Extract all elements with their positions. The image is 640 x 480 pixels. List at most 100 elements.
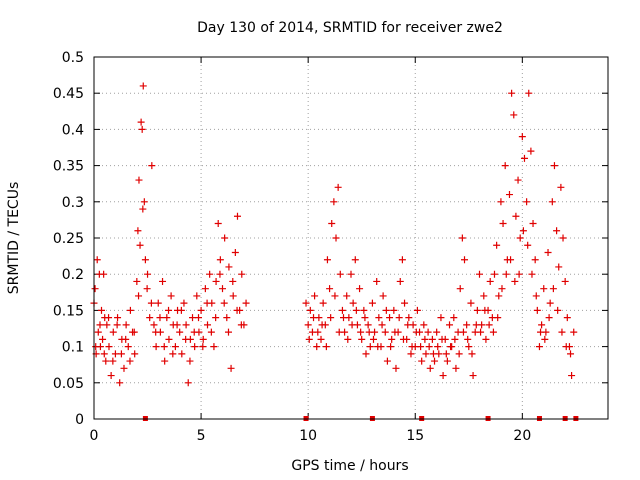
data-point xyxy=(144,270,152,278)
data-point xyxy=(136,241,144,249)
data-point xyxy=(512,212,520,220)
data-point xyxy=(420,321,428,329)
plot-frame xyxy=(93,56,609,420)
data-point xyxy=(519,227,527,235)
data-point xyxy=(532,292,540,300)
data-point xyxy=(514,176,522,184)
y-tick-label: 0.15 xyxy=(53,303,84,319)
data-point xyxy=(546,299,554,307)
data-point xyxy=(210,343,218,351)
data-point xyxy=(184,379,192,387)
data-point xyxy=(159,277,167,285)
data-point xyxy=(165,335,173,343)
data-point xyxy=(180,299,188,307)
data-point xyxy=(352,306,360,314)
data-point xyxy=(195,314,203,322)
data-point xyxy=(408,343,416,351)
data-point xyxy=(120,364,128,372)
chart-title: Day 130 of 2014, SRMTID for receiver zwe… xyxy=(197,20,503,36)
data-point xyxy=(207,328,215,336)
data-point xyxy=(117,350,125,358)
data-point xyxy=(548,198,556,206)
data-point xyxy=(366,343,374,351)
data-point xyxy=(330,198,338,206)
data-point xyxy=(507,256,515,264)
data-point xyxy=(510,111,518,119)
data-point xyxy=(443,357,451,365)
data-point xyxy=(233,212,241,220)
y-tick-label: 0.3 xyxy=(62,195,84,211)
data-point xyxy=(401,299,409,307)
data-point xyxy=(446,321,454,329)
data-point xyxy=(146,314,154,322)
data-point xyxy=(229,277,237,285)
data-point xyxy=(480,292,488,300)
x-tick-label: 10 xyxy=(299,428,317,444)
data-point xyxy=(317,335,325,343)
data-point xyxy=(452,364,460,372)
data-point xyxy=(424,328,432,336)
data-point xyxy=(105,314,113,322)
data-point xyxy=(173,321,181,329)
data-point xyxy=(219,285,226,293)
data-point xyxy=(529,220,537,228)
data-point xyxy=(138,125,146,133)
data-point xyxy=(373,277,381,285)
data-point xyxy=(431,357,439,365)
data-point xyxy=(318,321,326,329)
data-point xyxy=(191,343,199,351)
data-point xyxy=(476,270,483,278)
data-point xyxy=(516,234,524,242)
data-point xyxy=(386,314,394,322)
data-point xyxy=(463,321,471,329)
data-point xyxy=(233,306,241,314)
data-point xyxy=(570,328,578,336)
data-point xyxy=(562,343,570,351)
data-point xyxy=(223,314,231,322)
data-point xyxy=(464,335,472,343)
y-tick-label: 0.4 xyxy=(62,122,84,138)
data-point xyxy=(338,306,346,314)
data-point xyxy=(99,335,107,343)
data-point xyxy=(114,314,122,322)
data-point xyxy=(220,299,228,307)
data-point xyxy=(135,292,143,300)
data-point xyxy=(362,350,370,358)
data-point xyxy=(404,321,412,329)
data-point xyxy=(216,270,224,278)
data-point xyxy=(391,328,399,336)
data-point xyxy=(472,321,480,329)
data-point xyxy=(343,292,351,300)
data-point xyxy=(412,328,420,336)
x-axis-label: GPS time / hours xyxy=(291,458,408,474)
data-point xyxy=(396,277,404,285)
data-point xyxy=(152,328,160,336)
data-point xyxy=(311,292,319,300)
data-point xyxy=(182,335,190,343)
data-point xyxy=(485,321,493,329)
data-point xyxy=(520,154,528,162)
data-point xyxy=(381,328,389,336)
data-point xyxy=(189,314,197,322)
data-point xyxy=(224,328,232,336)
data-point xyxy=(225,263,233,271)
data-point xyxy=(525,89,533,97)
data-point xyxy=(206,270,214,278)
data-point xyxy=(349,299,357,307)
data-point xyxy=(523,198,531,206)
data-point xyxy=(351,256,359,264)
data-point xyxy=(467,299,475,307)
data-point xyxy=(433,328,441,336)
data-point xyxy=(135,176,143,184)
data-point xyxy=(490,270,498,278)
data-point xyxy=(310,314,318,322)
data-point xyxy=(212,277,220,285)
data-point xyxy=(140,198,148,206)
data-point xyxy=(105,343,113,351)
data-point xyxy=(156,314,164,322)
data-point xyxy=(314,328,322,336)
data-point xyxy=(407,350,415,358)
data-point xyxy=(429,350,437,358)
data-point xyxy=(544,248,552,256)
data-point xyxy=(161,357,169,365)
